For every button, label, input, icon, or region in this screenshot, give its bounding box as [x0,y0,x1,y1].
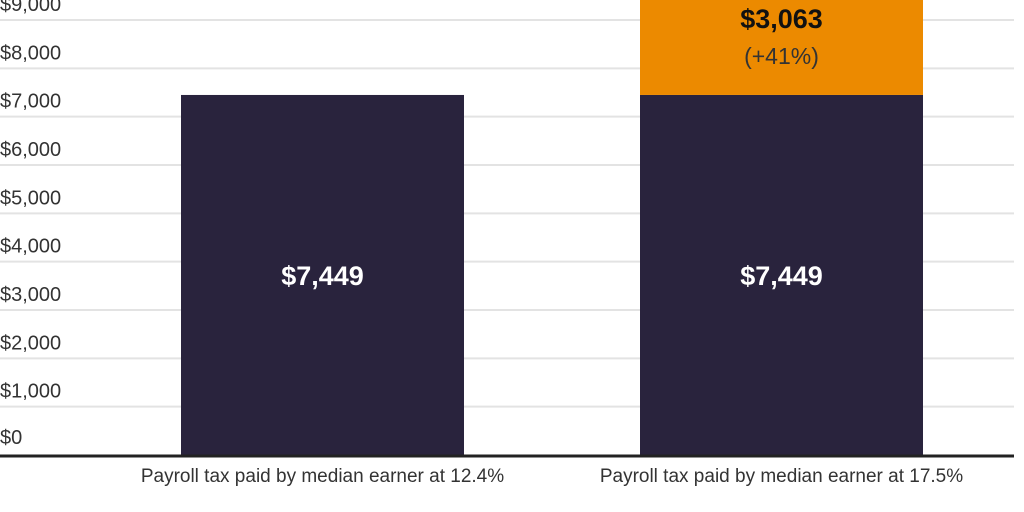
y-tick-label: $4,000 [0,236,61,258]
y-tick-label: $1,000 [0,381,61,403]
y-tick-label: $8,000 [0,42,61,64]
bar-segment [181,94,464,455]
bar-value-label: $7,449 [740,261,823,291]
y-tick-label: $3,000 [0,284,61,306]
y-tick-label: $5,000 [0,187,61,209]
y-tick-label: $7,000 [0,91,61,113]
y-tick-label: $2,000 [0,332,61,354]
y-tick-label: $0 [0,427,22,449]
bar-percent-label: (+41%) [744,43,819,69]
bar-value-label: $7,449 [281,261,364,291]
y-tick-label: $6,000 [0,139,61,161]
bar-increase-label: $3,063 [740,4,823,34]
x-category-label: Payroll tax paid by median earner at 12.… [141,466,504,487]
x-category-label: Payroll tax paid by median earner at 17.… [600,466,963,487]
bar-segment [640,94,923,455]
y-tick-label: $9,000 [0,0,61,16]
bar-segment [640,0,923,95]
